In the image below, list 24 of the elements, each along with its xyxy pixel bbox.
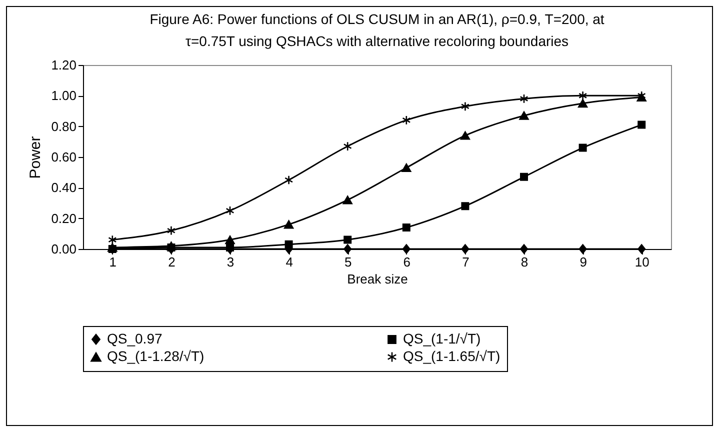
- x-tick-label: 7: [462, 254, 470, 270]
- x-tick-label: 10: [634, 254, 650, 270]
- legend-label: QS_0.97: [107, 330, 162, 346]
- y-tick-label: 0.40: [51, 180, 76, 196]
- y-tick-label: 0.80: [51, 118, 76, 134]
- x-tick-label: 1: [109, 254, 117, 270]
- y-tick-label: 1.20: [51, 58, 76, 72]
- y-tick-label: 0.00: [51, 242, 76, 256]
- x-tick-label: 6: [403, 254, 411, 270]
- y-tick-label: 1.00: [51, 88, 76, 104]
- y-tick-label: 0.20: [51, 210, 76, 226]
- legend-label: QS_(1-1.28/√T): [107, 348, 204, 364]
- x-tick-label: 3: [226, 254, 234, 270]
- x-tick-label: 4: [286, 254, 293, 270]
- legend-label: QS_(1-1/√T): [403, 330, 481, 346]
- legend-label: QS_(1-1.65/√T): [403, 348, 500, 364]
- y-tick-label: 0.60: [51, 150, 76, 164]
- y-axis-title: Power: [27, 136, 44, 179]
- x-tick-label: 9: [580, 254, 587, 270]
- x-tick-label: 5: [344, 254, 352, 270]
- x-axis-title: Break size: [347, 272, 408, 286]
- x-tick-label: 2: [168, 254, 176, 270]
- x-tick-label: 8: [520, 254, 528, 270]
- chart-title: Figure A6: Power functions of OLS CUSUM in an AR(1), ρ=0.9, T=200, at τ=0.75T using QSHACs with alternative recoloring boundaries: [150, 11, 604, 49]
